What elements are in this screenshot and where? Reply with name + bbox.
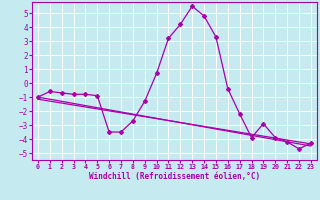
- X-axis label: Windchill (Refroidissement éolien,°C): Windchill (Refroidissement éolien,°C): [89, 172, 260, 181]
